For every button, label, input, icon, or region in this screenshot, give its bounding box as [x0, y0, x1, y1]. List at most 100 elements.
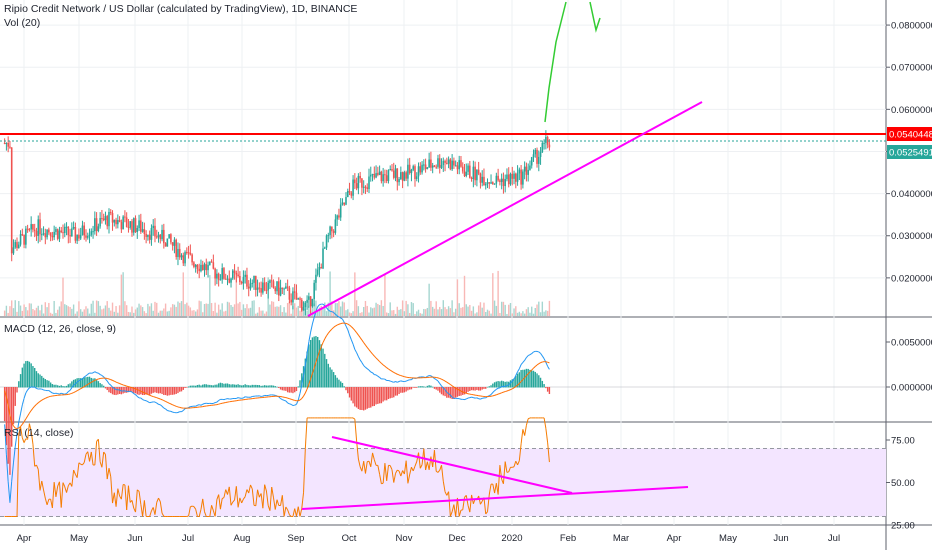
volume-bar — [35, 307, 38, 316]
macd-histogram-bar — [299, 380, 301, 388]
volume-bar — [161, 310, 163, 316]
signal-line — [154, 396, 157, 399]
macd-histogram-bar — [532, 370, 535, 388]
macd-line — [262, 394, 265, 397]
macd-histogram-bar — [141, 387, 144, 396]
rsi-line — [283, 506, 287, 517]
signal-line — [513, 386, 517, 389]
macd-panel[interactable] — [0, 318, 886, 421]
signal-line — [336, 323, 340, 326]
macd-line — [87, 372, 90, 375]
candle — [184, 252, 186, 264]
macd-histogram-bar — [95, 380, 98, 388]
volume-bar — [529, 312, 531, 316]
macd-histogram-bar — [177, 387, 179, 394]
volume-bar — [276, 306, 278, 316]
macd-line — [136, 396, 140, 399]
rsi-line — [250, 484, 253, 490]
rsi-line — [389, 465, 393, 470]
candle — [17, 244, 20, 249]
candle — [49, 232, 52, 236]
volume-bar — [520, 313, 522, 316]
signal-line — [45, 397, 48, 399]
candle — [371, 173, 374, 175]
candle — [430, 159, 432, 168]
candle — [86, 236, 89, 238]
candle — [523, 166, 526, 172]
candle — [23, 234, 25, 245]
signal-line — [163, 400, 166, 402]
macd-histogram-bar — [447, 387, 450, 398]
rsi-line — [241, 498, 244, 504]
volume-bar — [446, 309, 448, 316]
candle — [256, 287, 259, 290]
candle — [479, 173, 482, 183]
macd-histogram-bar — [179, 387, 181, 392]
candle — [329, 226, 331, 236]
candle — [285, 286, 287, 289]
rsi-line — [209, 505, 213, 517]
volume-bar — [12, 308, 15, 316]
candle — [164, 243, 167, 247]
rsi-line — [506, 471, 509, 473]
macd-line — [216, 400, 219, 403]
candle — [500, 178, 503, 182]
macd-histogram-bar — [62, 386, 64, 388]
signal-line — [492, 394, 495, 397]
volume-bar — [85, 306, 87, 316]
macd-histogram-bar — [309, 340, 312, 388]
macd-line — [441, 385, 444, 389]
time-axis-label: Jul — [828, 533, 840, 544]
candle — [309, 296, 312, 307]
candle — [166, 238, 169, 247]
macd-line — [365, 366, 368, 370]
rsi-line — [384, 463, 388, 481]
volume-bar — [19, 305, 22, 316]
macd-line — [199, 404, 202, 406]
candle — [254, 275, 257, 290]
macd-histogram-bar — [16, 387, 18, 393]
signal-line — [350, 326, 354, 329]
macd-line — [18, 413, 22, 423]
macd-line — [163, 407, 166, 410]
candle — [262, 282, 264, 293]
candle — [354, 179, 356, 184]
volume-bar — [111, 302, 114, 316]
signal-line — [379, 361, 382, 364]
rsi-line — [479, 500, 483, 505]
volume-bar — [9, 306, 11, 316]
macd-histogram-bar — [500, 380, 503, 388]
macd-line — [442, 387, 446, 391]
macd-histogram-bar — [421, 386, 423, 388]
macd-line — [177, 411, 180, 413]
candle — [272, 281, 275, 288]
candle — [410, 169, 413, 174]
volume-bar — [163, 308, 165, 316]
rsi-line — [43, 489, 46, 499]
rsi-line — [101, 451, 105, 468]
macd-histogram-bar — [403, 387, 406, 393]
candle — [515, 173, 517, 182]
volume-bar — [242, 304, 245, 316]
signal-line — [299, 398, 303, 401]
candle — [97, 226, 100, 231]
candle — [76, 234, 78, 241]
volume-bar — [32, 308, 34, 316]
signal-line — [397, 373, 400, 376]
macd-line — [130, 390, 133, 393]
macd-line — [154, 401, 158, 404]
volume-bar — [308, 305, 310, 316]
rsi-line — [292, 508, 296, 517]
candle — [366, 187, 369, 189]
candle — [437, 158, 439, 167]
macd-histogram-bar — [290, 387, 292, 393]
macd-histogram-bar — [288, 387, 291, 393]
signal-line — [28, 410, 32, 414]
macd-histogram-bar — [274, 386, 276, 388]
rsi-line — [202, 498, 205, 512]
volume-bar — [490, 313, 492, 316]
macd-histogram-bar — [163, 387, 165, 396]
macd-histogram-bar — [281, 387, 284, 391]
volume-bar — [244, 308, 246, 316]
